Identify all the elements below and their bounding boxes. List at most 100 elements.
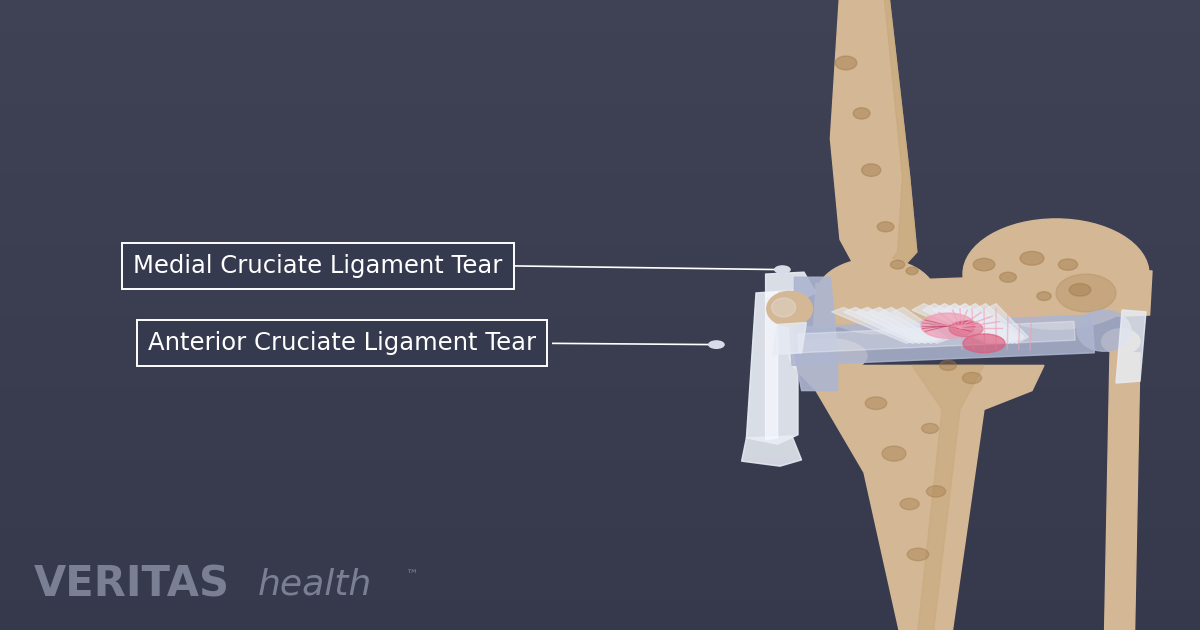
Ellipse shape [790, 339, 866, 373]
Bar [0, 63, 1200, 71]
Polygon shape [953, 304, 1016, 343]
Bar [0, 543, 1200, 551]
Polygon shape [876, 0, 917, 284]
Ellipse shape [922, 313, 974, 338]
Polygon shape [844, 307, 925, 343]
Bar [0, 528, 1200, 536]
Bar [0, 449, 1200, 457]
Polygon shape [892, 307, 949, 343]
Text: VERITAS: VERITAS [34, 564, 229, 605]
Bar [0, 134, 1200, 142]
Bar [0, 614, 1200, 622]
Bar [0, 583, 1200, 591]
Ellipse shape [835, 56, 857, 70]
Text: Anterior Cruciate Ligament Tear: Anterior Cruciate Ligament Tear [148, 331, 536, 355]
Bar [0, 158, 1200, 165]
Bar [0, 315, 1200, 323]
Ellipse shape [882, 446, 906, 461]
Bar [0, 354, 1200, 362]
Bar [0, 441, 1200, 449]
Circle shape [708, 340, 725, 349]
Bar [0, 472, 1200, 480]
Bar [0, 488, 1200, 496]
Polygon shape [923, 304, 1003, 343]
Text: health: health [258, 568, 372, 602]
Bar [0, 16, 1200, 23]
Ellipse shape [767, 291, 812, 326]
Bar [0, 402, 1200, 410]
Polygon shape [964, 304, 1020, 343]
Bar [0, 126, 1200, 134]
Ellipse shape [984, 249, 1092, 312]
Polygon shape [742, 436, 802, 466]
Ellipse shape [1069, 284, 1091, 296]
Bar [0, 512, 1200, 520]
Bar [0, 598, 1200, 606]
Bar [0, 457, 1200, 465]
Bar [0, 425, 1200, 433]
Polygon shape [790, 315, 1094, 365]
Polygon shape [912, 304, 1000, 343]
Bar [0, 260, 1200, 268]
Polygon shape [1116, 310, 1146, 383]
Ellipse shape [890, 260, 905, 269]
Ellipse shape [940, 360, 956, 370]
Polygon shape [814, 271, 1152, 328]
Bar [0, 504, 1200, 512]
Bar [0, 378, 1200, 386]
Polygon shape [830, 0, 917, 284]
Ellipse shape [973, 258, 995, 271]
Bar [0, 55, 1200, 63]
Bar [0, 110, 1200, 118]
Ellipse shape [816, 258, 936, 334]
Bar [0, 417, 1200, 425]
Bar [0, 39, 1200, 47]
Bar [0, 307, 1200, 315]
Ellipse shape [907, 548, 929, 561]
Bar [0, 567, 1200, 575]
Polygon shape [792, 365, 1044, 630]
Bar [0, 362, 1200, 370]
Bar [0, 236, 1200, 244]
Bar [0, 47, 1200, 55]
Bar [0, 536, 1200, 543]
Polygon shape [856, 307, 931, 343]
Bar [0, 276, 1200, 284]
Bar [0, 71, 1200, 79]
Polygon shape [984, 304, 1028, 343]
Bar [0, 370, 1200, 378]
Polygon shape [880, 307, 943, 343]
Ellipse shape [900, 498, 919, 510]
Ellipse shape [862, 164, 881, 176]
Bar [0, 229, 1200, 236]
Bar [0, 181, 1200, 189]
Ellipse shape [1102, 329, 1140, 354]
Bar [0, 551, 1200, 559]
Bar [0, 575, 1200, 583]
Bar [0, 410, 1200, 417]
Bar [0, 252, 1200, 260]
Bar [0, 142, 1200, 150]
Polygon shape [766, 292, 778, 440]
Ellipse shape [1058, 259, 1078, 270]
Ellipse shape [962, 334, 1004, 353]
Polygon shape [932, 304, 1008, 343]
Bar [0, 268, 1200, 276]
Ellipse shape [1020, 251, 1044, 265]
Bar [0, 591, 1200, 598]
Ellipse shape [1037, 292, 1051, 301]
Bar [0, 150, 1200, 158]
Polygon shape [973, 304, 1025, 343]
Bar [0, 433, 1200, 441]
Polygon shape [832, 307, 919, 343]
Bar [0, 79, 1200, 86]
Circle shape [774, 265, 791, 274]
Bar [0, 118, 1200, 126]
Bar [0, 480, 1200, 488]
Polygon shape [794, 277, 838, 391]
Ellipse shape [922, 423, 938, 433]
Ellipse shape [962, 372, 982, 384]
Bar [0, 323, 1200, 331]
Bar [0, 465, 1200, 472]
Bar [0, 394, 1200, 402]
